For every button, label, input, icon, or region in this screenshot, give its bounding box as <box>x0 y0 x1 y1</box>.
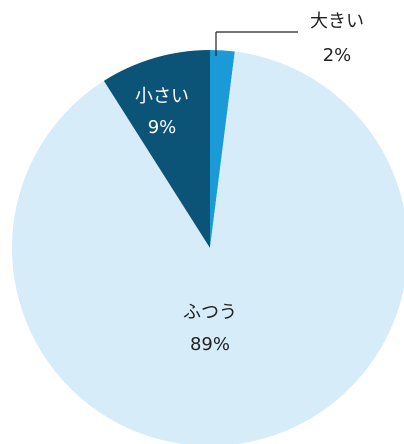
pie-slices <box>12 50 404 444</box>
slice-large <box>210 50 235 248</box>
label-large-name: 大きい <box>310 11 364 32</box>
label-small-name: 小さい <box>135 86 189 107</box>
label-small-percent: 9% <box>148 117 177 138</box>
slice-small <box>103 50 210 248</box>
label-large-percent: 2% <box>323 45 352 66</box>
label-medium-name: ふつう <box>183 302 237 323</box>
slice-medium <box>12 51 404 444</box>
label-medium-percent: 89% <box>190 334 230 355</box>
